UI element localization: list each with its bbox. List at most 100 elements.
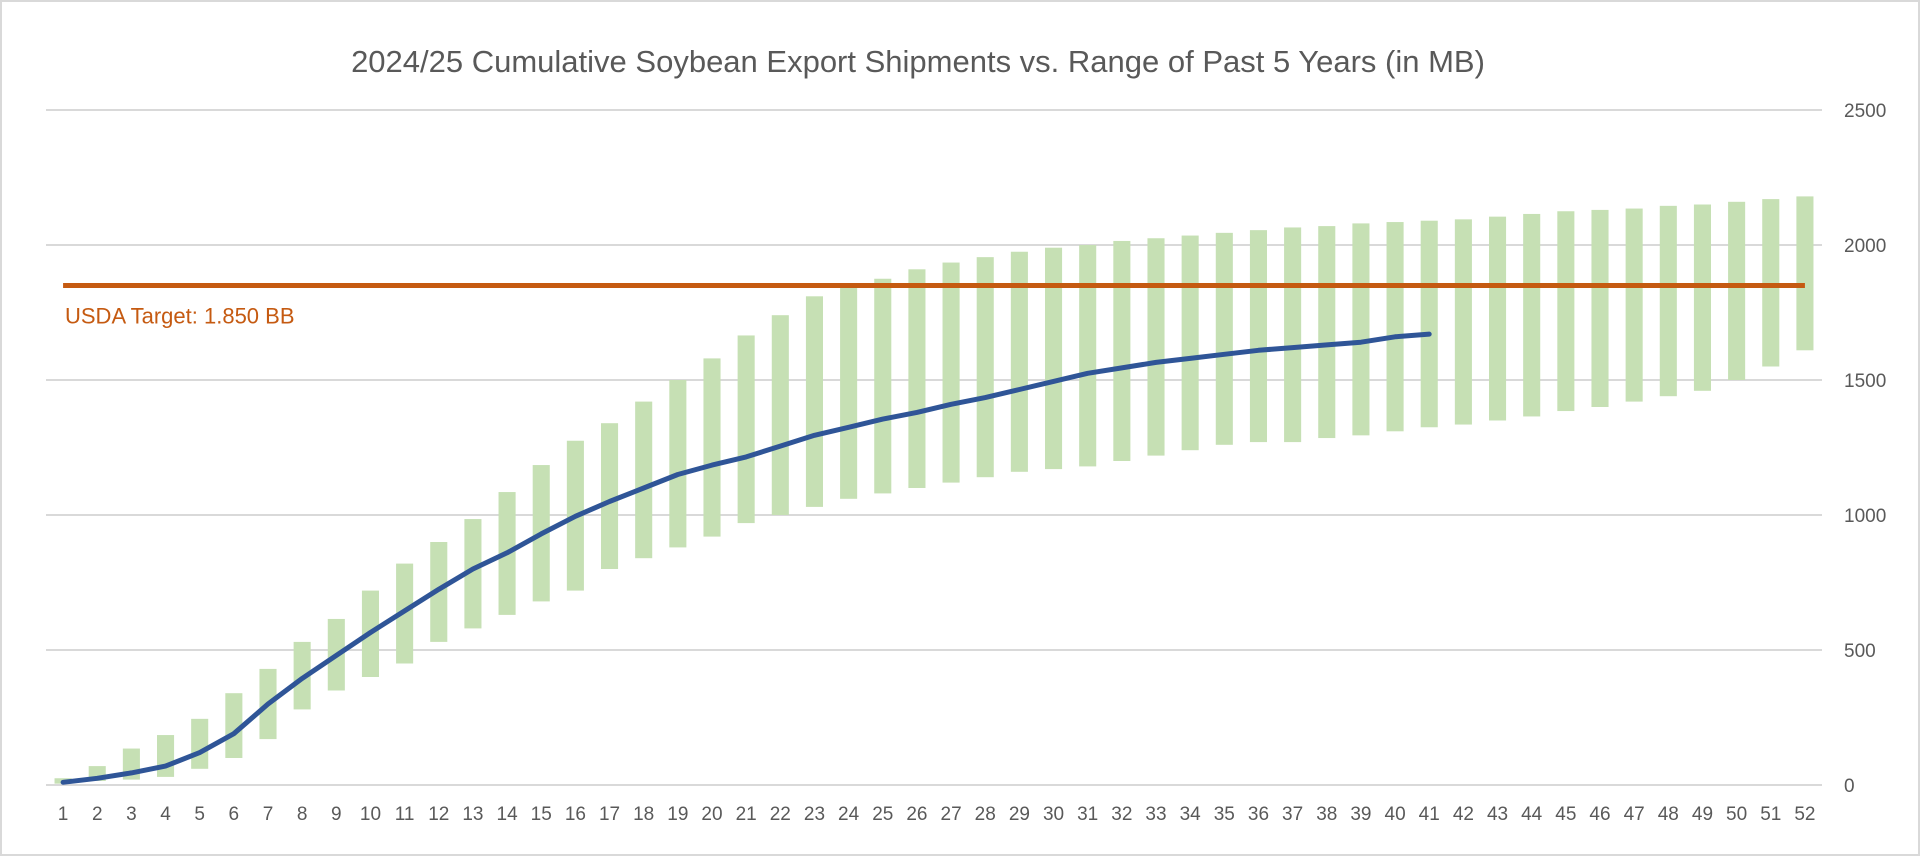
x-tick-label: 24 [838,804,860,825]
range-bar [225,693,243,758]
x-tick-label: 12 [428,804,449,825]
x-tick-label: 4 [160,804,171,825]
range-bar [805,296,823,507]
x-tick-label: 5 [194,804,205,825]
range-bar [1693,204,1711,391]
range-bar [840,286,858,499]
range-bar [874,278,892,494]
x-tick-label: 15 [531,804,552,825]
range-bar [1215,232,1233,445]
x-tick-label: 51 [1760,804,1781,825]
x-tick-label: 43 [1487,804,1508,825]
x-tick-label: 34 [1180,804,1202,825]
target-line-group: USDA Target: 1.850 BB [63,283,1805,329]
x-tick-label: 46 [1589,804,1610,825]
x-tick-label: 30 [1043,804,1064,825]
x-tick-label: 14 [497,804,519,825]
range-bar [1113,240,1131,461]
x-tick-label: 27 [941,804,962,825]
x-tick-label: 44 [1521,804,1543,825]
range-bar [464,519,482,629]
x-tick-label: 48 [1658,804,1679,825]
x-tick-label: 18 [633,804,654,825]
range-bar [1523,213,1541,417]
x-tick-label: 47 [1624,804,1645,825]
x-tick-label: 33 [1145,804,1166,825]
x-tick-label: 31 [1077,804,1098,825]
y-tick-label: 0 [1844,776,1855,797]
current-series-line [60,331,1432,785]
x-tick-label: 9 [331,804,342,825]
x-tick-label: 28 [975,804,996,825]
range-bar [1489,216,1507,421]
x-tick-label: 52 [1794,804,1815,825]
x-tick-label: 19 [667,804,688,825]
x-tick-label: 3 [126,804,137,825]
y-tick-label: 2000 [1844,236,1886,257]
x-tick-label: 6 [229,804,240,825]
x-tick-label: 49 [1692,804,1713,825]
range-bar [1284,227,1302,443]
range-bar [1728,201,1746,380]
x-tick-label: 7 [263,804,274,825]
x-tick-label: 11 [395,804,415,825]
range-bar [1010,251,1028,472]
x-tick-label: 1 [58,804,69,825]
x-tick-label: 32 [1111,804,1132,825]
x-tick-label: 45 [1555,804,1576,825]
x-tick-label: 37 [1282,804,1303,825]
range-bar [157,735,175,777]
range-bar [601,423,619,569]
range-bar [191,718,209,769]
x-tick-label: 26 [906,804,927,825]
range-bar [1147,238,1165,456]
x-tick-label: 38 [1316,804,1337,825]
x-tick-label: 20 [701,804,722,825]
x-tick-label: 23 [804,804,825,825]
x-tick-label: 10 [360,804,381,825]
range-bar [1796,196,1814,351]
x-tick-label: 42 [1453,804,1474,825]
x-axis-ticks: 1 2 3 4 5 6 7 8 9 10 11 12 13 14 15 16 17 18 19 20 21 22 23 24 2… [58,804,1816,825]
range-bar [1386,222,1404,432]
x-tick-label: 35 [1214,804,1235,825]
range-bar [908,269,926,488]
x-tick-label: 29 [1009,804,1030,825]
range-bar [635,401,653,559]
x-tick-label: 16 [565,804,586,825]
x-tick-label: 39 [1350,804,1371,825]
x-tick-label: 50 [1726,804,1747,825]
x-tick-label: 36 [1248,804,1269,825]
y-axis-ticks: 0 500 1000 1500 2000 2500 [1844,101,1886,797]
range-bar [1181,235,1199,451]
range-bar [669,380,687,548]
range-bar [1420,220,1438,428]
x-tick-label: 13 [462,804,483,825]
range-bar [1045,247,1063,470]
y-tick-label: 2500 [1844,101,1886,122]
range-bar [1625,208,1643,402]
x-tick-label: 2 [92,804,103,825]
range-bar [942,262,960,483]
range-bar [976,257,994,478]
x-tick-label: 22 [770,804,791,825]
target-label: USDA Target: 1.850 BB [65,304,295,329]
x-tick-label: 17 [599,804,620,825]
chart-title: 2024/25 Cumulative Soybean Export Shipme… [351,44,1485,79]
x-tick-label: 21 [736,804,757,825]
current-line-group [60,331,1432,785]
range-bar [771,315,789,515]
x-tick-label: 8 [297,804,308,825]
x-tick-label: 25 [872,804,893,825]
x-tick-label: 40 [1385,804,1406,825]
range-bar [1557,211,1575,412]
range-bar [1454,219,1472,425]
range-bar [703,358,721,537]
y-tick-label: 500 [1844,641,1876,662]
range-bar [1591,209,1609,407]
y-tick-label: 1000 [1844,506,1886,527]
x-tick-label: 41 [1419,804,1440,825]
range-bar [1318,226,1336,439]
